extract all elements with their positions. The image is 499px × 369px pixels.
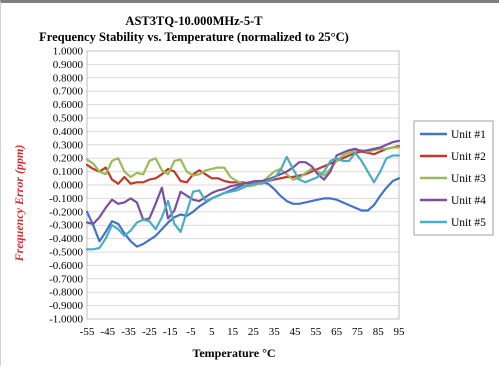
- chart-title: AST3TQ-10.000MHz-5-T: [125, 14, 263, 28]
- legend-label-unit-4: Unit #4: [451, 195, 486, 207]
- y-tick-label: -0.8000: [49, 287, 83, 299]
- x-tick-label: -55: [80, 326, 95, 338]
- y-tick-label: -0.6000: [49, 260, 83, 272]
- x-tick-label: -35: [121, 326, 136, 338]
- y-tick-label: -1.0000: [49, 314, 83, 326]
- y-axis-label: Frequency Error (ppm): [12, 145, 26, 263]
- legend-items: Unit #1 Unit #2 Unit #3 Unit #4 Unit #5: [420, 129, 486, 229]
- y-tick-label: 0.7000: [53, 86, 84, 98]
- x-tick-label: -45: [100, 326, 115, 338]
- x-tick-labels: -55 -45 -35 -25 -15 -5 5 15 25 35 45 55 65 75 85 95: [80, 326, 405, 338]
- chart-subtitle: Frequency Stability vs. Temperature (nor…: [39, 30, 349, 44]
- series-line-unit-4: [85, 139, 401, 225]
- legend: Unit #1 Unit #2 Unit #3 Unit #4 Unit #5: [413, 120, 494, 236]
- legend-label-unit-2: Unit #2: [451, 151, 486, 163]
- y-tick-label: 0.5000: [53, 113, 84, 125]
- y-tick-label: 0.2000: [53, 153, 84, 165]
- y-tick-label: -0.2000: [49, 206, 83, 218]
- grid-lines: [86, 50, 400, 320]
- y-tick-label: -0.3000: [49, 220, 83, 232]
- y-tick-label: -0.5000: [49, 247, 83, 259]
- legend-box: [413, 120, 494, 236]
- x-tick-label: 55: [310, 326, 322, 338]
- y-tick-label: -0.1000: [49, 193, 83, 205]
- plot-area: [86, 50, 400, 320]
- series-lines: [85, 139, 401, 251]
- x-tick-label: 35: [269, 326, 281, 338]
- y-tick-label: -0.4000: [49, 233, 83, 245]
- x-tick-label: -25: [142, 326, 157, 338]
- x-tick-label: 85: [373, 326, 385, 338]
- y-tick-label: 0.8000: [53, 72, 84, 84]
- x-tick-label: 65: [331, 326, 343, 338]
- x-tick-label: 25: [248, 326, 260, 338]
- y-tick-label: 0.3000: [53, 139, 84, 151]
- x-tick-label: -5: [186, 326, 196, 338]
- x-tick-label: 75: [352, 326, 364, 338]
- chart-canvas: AST3TQ-10.000MHz-5-T Frequency Stability…: [12, 14, 494, 360]
- y-tick-label: -0.7000: [49, 273, 83, 285]
- series-line-unit-5: [85, 151, 401, 251]
- series-line-unit-2: [85, 145, 401, 185]
- x-tick-label: 45: [290, 326, 302, 338]
- legend-label-unit-1: Unit #1: [451, 129, 486, 141]
- y-tick-label: 1.0000: [53, 46, 84, 58]
- x-tick-label: 95: [394, 326, 406, 338]
- y-tick-label: 0.0000: [53, 180, 84, 192]
- legend-label-unit-5: Unit #5: [451, 217, 486, 229]
- y-tick-label: -0.9000: [49, 300, 83, 312]
- series-line-unit-1: [85, 177, 401, 248]
- x-tick-label: 5: [209, 326, 215, 338]
- x-tick-label: 15: [227, 326, 239, 338]
- y-tick-label: 0.9000: [53, 59, 84, 71]
- y-tick-label: 0.6000: [53, 99, 84, 111]
- x-axis-label: Temperature °C: [192, 346, 275, 360]
- legend-label-unit-3: Unit #3: [451, 173, 486, 185]
- y-tick-label: 0.4000: [53, 126, 84, 138]
- y-tick-label: 0.1000: [53, 166, 84, 178]
- x-tick-label: -15: [163, 326, 178, 338]
